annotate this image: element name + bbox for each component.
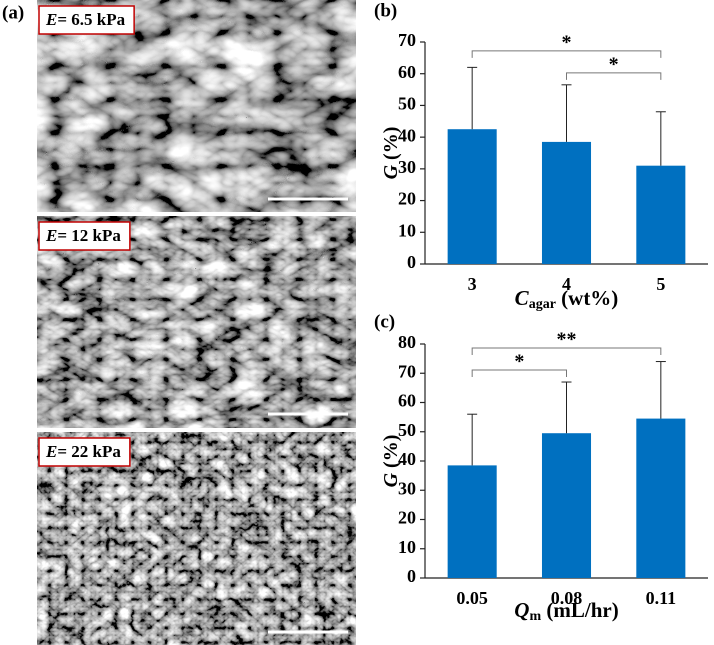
y-tick-label: 50 [398, 420, 416, 440]
y-tick-label: 70 [398, 30, 416, 50]
y-tick-label: 40 [398, 449, 416, 469]
y-tick-label: 40 [398, 125, 416, 145]
label-variable: E [45, 442, 57, 461]
bracket-line [566, 72, 662, 80]
image-label: E= 6.5 kPa [38, 5, 135, 35]
significance-bracket: * [566, 53, 662, 80]
x-tick-label: 4 [562, 274, 571, 294]
label-box [38, 437, 131, 467]
image-label: E= 22 kPa [38, 437, 131, 467]
label-text: E= 22 kPa [45, 442, 121, 461]
significance-bracket: * [471, 31, 662, 58]
x-label-subscript: agar [529, 297, 556, 312]
y-tick-label: 10 [398, 537, 416, 557]
bar [636, 165, 686, 264]
bar-chart: (c) 0 10 20 30 40 50 60 70 80 G (%) Qm (mL/hr) 0.05 0… [374, 311, 708, 624]
x-tick-label: 3 [468, 274, 477, 294]
x-label-symbol: Q [514, 598, 529, 622]
y-tick-label: 10 [398, 220, 416, 240]
x-axis-label: Cagar (wt%) [515, 286, 619, 312]
label-box [38, 221, 131, 251]
error-bar [467, 413, 478, 466]
x-axis-label: Qm (mL/hr) [514, 598, 618, 624]
significance-bracket: ** [471, 329, 662, 356]
bracket-line [471, 347, 662, 356]
x-label-unit: (mL/hr) [541, 598, 619, 622]
panel-label: (b) [374, 0, 397, 21]
bar-chart: (b) 0 10 20 30 40 50 60 70 G (%) Cagar (wt%) 3 4 5 * * [374, 0, 708, 312]
y-tick-label: 80 [398, 332, 416, 352]
x-tick-label: 0.08 [551, 588, 583, 608]
significance-label: * [562, 31, 572, 53]
x-tick-label: 0.05 [456, 588, 488, 608]
y-label-symbol: G [380, 472, 402, 487]
y-tick-label: 0 [407, 566, 416, 586]
y-label-unit: (%) [380, 435, 402, 473]
x-label-subscript: m [529, 609, 541, 624]
x-tick-label: 0.11 [646, 588, 677, 608]
error-bar [655, 361, 666, 419]
y-tick-label: 50 [398, 94, 416, 114]
error-bar [561, 381, 572, 434]
y-tick-label: 60 [398, 391, 416, 411]
bar [447, 129, 497, 264]
x-tick-label: 5 [656, 274, 665, 294]
label-text: E= 6.5 kPa [45, 10, 126, 29]
error-bar [467, 66, 478, 130]
panel-label: (c) [374, 311, 395, 332]
y-tick-label: 30 [398, 478, 416, 498]
bar [447, 465, 497, 578]
significance-label: * [514, 351, 524, 373]
error-bar [561, 84, 572, 142]
sem-image [37, 216, 356, 428]
label-value: = 22 kPa [57, 442, 121, 461]
y-tick-label: 60 [398, 62, 416, 82]
y-tick-label: 30 [398, 157, 416, 177]
bar [541, 433, 592, 578]
bar [541, 141, 592, 264]
x-label-symbol: C [515, 286, 530, 310]
label-variable: E [45, 226, 57, 245]
panel-label: (a) [2, 2, 24, 23]
y-tick-label: 0 [407, 252, 416, 272]
error-bar [655, 111, 666, 166]
label-value: = 12 kPa [57, 226, 121, 245]
y-label-unit: (%) [380, 127, 402, 165]
significance-label: ** [557, 329, 577, 351]
label-box [38, 5, 135, 35]
image-label: E= 12 kPa [38, 221, 131, 251]
sem-image [37, 0, 356, 212]
y-tick-label: 20 [398, 189, 416, 209]
bar [636, 418, 686, 578]
x-label-unit: (wt%) [556, 286, 618, 310]
y-tick-label: 70 [398, 361, 416, 381]
label-variable: E [45, 10, 57, 29]
bracket-line [471, 50, 662, 58]
significance-label: * [609, 53, 619, 75]
label-text: E= 12 kPa [45, 226, 121, 245]
bracket-line [471, 369, 567, 378]
significance-bracket: * [471, 351, 567, 378]
y-axis-label: G (%) [380, 435, 402, 488]
label-value: = 6.5 kPa [57, 10, 125, 29]
y-label-symbol: G [380, 164, 402, 179]
sem-image [37, 432, 356, 645]
y-tick-label: 20 [398, 508, 416, 528]
y-axis-label: G (%) [380, 127, 402, 180]
